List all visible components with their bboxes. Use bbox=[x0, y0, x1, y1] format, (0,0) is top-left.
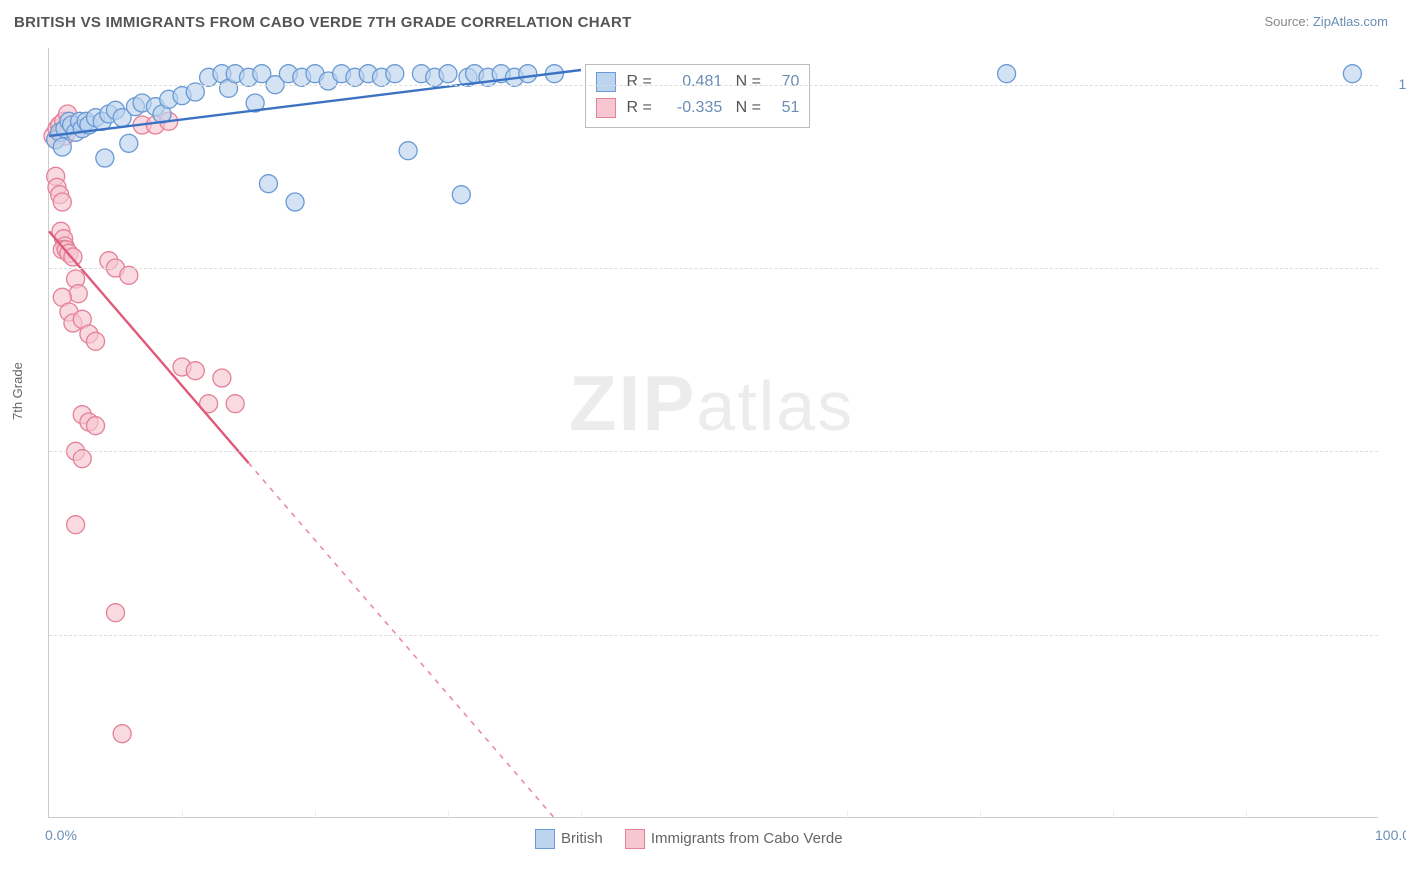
source-link[interactable]: ZipAtlas.com bbox=[1313, 14, 1388, 29]
plot-area: ZIPatlas R = 0.481 N = 70 R = -0.335 N =… bbox=[48, 48, 1378, 818]
correlation-stats-box: R = 0.481 N = 70 R = -0.335 N = 51 bbox=[585, 64, 810, 128]
r-label: R = bbox=[626, 73, 651, 90]
legend-swatch-british bbox=[535, 829, 555, 849]
legend: British Immigrants from Cabo Verde bbox=[517, 829, 843, 849]
y-axis-label: 7th Grade bbox=[10, 362, 25, 420]
n-value-cabo-verde: 51 bbox=[765, 95, 799, 121]
source-prefix: Source: bbox=[1264, 14, 1312, 29]
r-label: R = bbox=[626, 99, 651, 116]
stats-row-british: R = 0.481 N = 70 bbox=[596, 69, 799, 95]
scatter-svg bbox=[49, 48, 1378, 817]
y-tick-label: 90.0% bbox=[1386, 442, 1406, 458]
y-tick-label: 100.0% bbox=[1386, 76, 1406, 92]
n-label: N = bbox=[736, 73, 761, 90]
stats-row-cabo-verde: R = -0.335 N = 51 bbox=[596, 95, 799, 121]
n-label: N = bbox=[736, 99, 761, 116]
y-tick-label: 95.0% bbox=[1386, 259, 1406, 275]
n-value-british: 70 bbox=[765, 69, 799, 95]
r-value-cabo-verde: -0.335 bbox=[656, 95, 722, 121]
source-attribution: Source: ZipAtlas.com bbox=[1264, 14, 1388, 29]
swatch-british bbox=[596, 72, 616, 92]
x-tick-label: 0.0% bbox=[45, 827, 77, 843]
swatch-cabo-verde bbox=[596, 98, 616, 118]
legend-label-british: British bbox=[561, 830, 603, 847]
chart-title: BRITISH VS IMMIGRANTS FROM CABO VERDE 7T… bbox=[14, 14, 632, 31]
y-tick-label: 85.0% bbox=[1386, 626, 1406, 642]
r-value-british: 0.481 bbox=[656, 69, 722, 95]
legend-swatch-cabo-verde bbox=[625, 829, 645, 849]
x-tick-label: 100.0% bbox=[1375, 827, 1406, 843]
legend-label-cabo-verde: Immigrants from Cabo Verde bbox=[651, 830, 843, 847]
